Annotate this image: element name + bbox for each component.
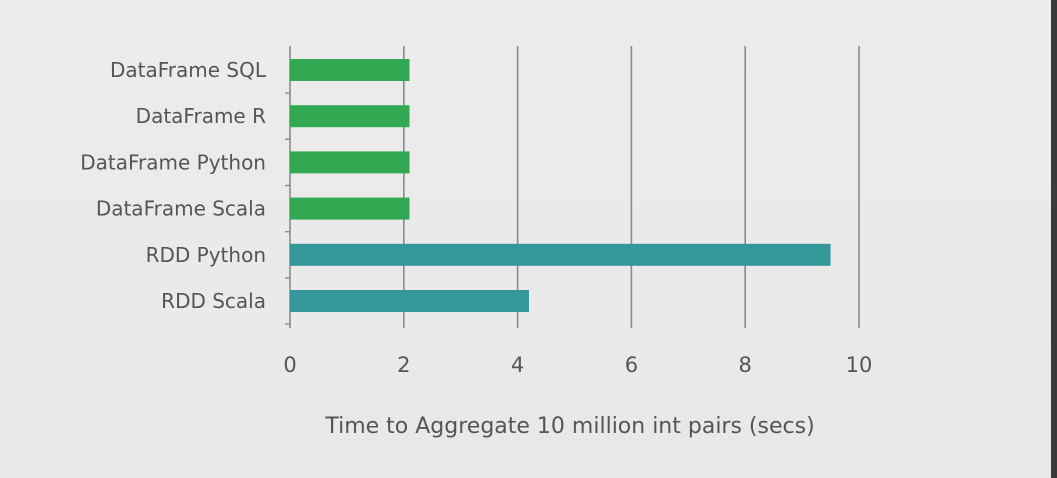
x-tick-label-8: 8 xyxy=(739,353,752,377)
bars xyxy=(290,59,831,312)
bar-dataframe-sql xyxy=(290,59,410,81)
category-label-dataframe-sql: DataFrame SQL xyxy=(110,58,267,82)
x-tick-labels: 0 2 4 6 8 10 xyxy=(283,353,872,377)
category-label-rdd-python: RDD Python xyxy=(146,243,266,267)
category-label-dataframe-r: DataFrame R xyxy=(136,104,266,128)
x-tick-label-6: 6 xyxy=(625,353,638,377)
grid-lines xyxy=(285,46,860,328)
category-label-dataframe-scala: DataFrame Scala xyxy=(96,197,266,221)
x-axis-title: Time to Aggregate 10 million int pairs (… xyxy=(324,414,814,439)
x-tick-label-2: 2 xyxy=(397,353,410,377)
x-tick-label-4: 4 xyxy=(511,353,524,377)
category-label-dataframe-python: DataFrame Python xyxy=(80,150,266,174)
bar-dataframe-scala xyxy=(290,197,410,220)
bar-rdd-scala xyxy=(290,290,529,312)
category-label-rdd-scala: RDD Scala xyxy=(161,289,266,313)
bar-dataframe-python xyxy=(290,151,410,174)
bar-rdd-python xyxy=(290,243,831,266)
category-labels: DataFrame SQL DataFrame R DataFrame Python… xyxy=(80,58,267,313)
bar-dataframe-r xyxy=(290,105,410,128)
x-tick-label-10: 10 xyxy=(846,353,873,377)
x-tick-label-0: 0 xyxy=(283,353,296,377)
